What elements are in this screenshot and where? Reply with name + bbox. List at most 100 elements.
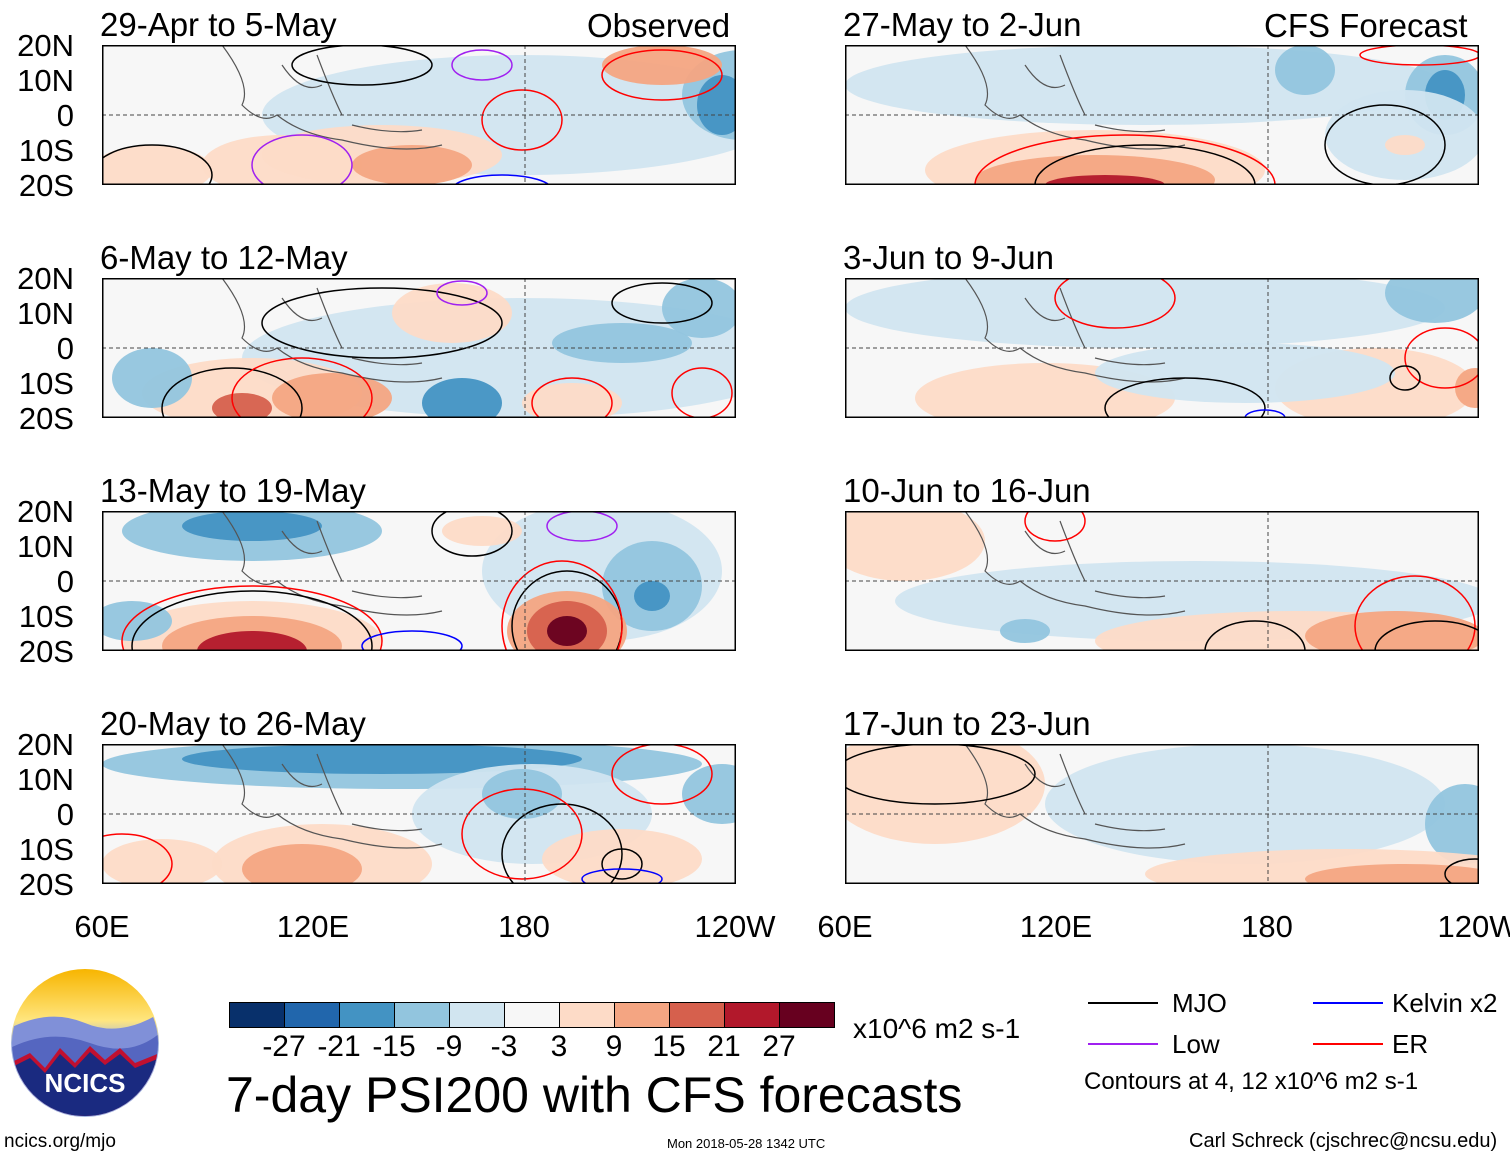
wave-contour [531,377,613,418]
field-shading [242,844,362,884]
wave-contour [1324,104,1446,185]
wave-contour [102,144,213,185]
map-panel [845,511,1479,651]
field-shading [422,378,502,418]
panel-title: 13-May to 19-May [100,472,366,509]
coastline [964,511,1186,616]
legend-mjo-line [1088,1002,1158,1004]
colorbar-swatch [395,1003,450,1027]
y-tick-label: 20S [18,168,74,203]
panel-frame [102,744,736,884]
field-shading [602,45,722,85]
field-shading [552,323,692,363]
map-panel [102,278,736,418]
figure-title: 7-day PSI200 with CFS forecasts [226,1067,963,1123]
colorbar-swatch [505,1003,560,1027]
coastline [221,744,443,849]
x-tick-label: 120E [1019,909,1093,944]
coastline [964,45,1186,150]
wave-contour [231,357,373,418]
panel-title: 6-May to 12-May [100,239,348,276]
y-tick-label: 10N [17,63,74,98]
wave-contour [1404,327,1479,389]
panel-title: 20-May to 26-May [100,705,366,742]
y-tick-label: 20S [18,867,74,902]
field-shading [845,511,985,581]
y-tick-label: 10S [18,133,74,168]
y-tick-label: 20N [17,28,74,63]
panel-frame [845,511,1479,651]
colorbar-tick-label: -27 [262,1030,306,1063]
field-shading [1455,368,1479,408]
map-panel [102,511,736,651]
y-tick-label: 0 [56,331,74,366]
x-tick-label: 60E [74,909,130,944]
svg-text:NCICS: NCICS [45,1068,126,1098]
wave-contour [1104,377,1266,418]
y-tick-label: 0 [56,98,74,133]
panel-title: 10-Jun to 16-Jun [843,472,1091,509]
wave-contour [131,590,373,651]
timestamp: Mon 2018-05-28 1342 UTC [667,1136,826,1151]
wave-contour [461,788,583,880]
panel-frame [845,45,1479,185]
legend-kelvin-line [1313,1002,1383,1004]
field-shading [522,383,622,418]
y-tick-label: 10N [17,529,74,564]
y-tick-label: 20N [17,494,74,529]
field-shading [845,744,1045,844]
wave-contour [161,367,303,418]
panel-title: 29-Apr to 5-May [100,6,337,43]
wave-contour [291,45,433,86]
colorbar [229,1002,835,1028]
x-tick-label: 120W [694,909,776,944]
panel-frame [845,278,1479,418]
panel-frame [102,278,736,418]
legend-kelvin: Kelvin x2 [1392,988,1498,1018]
panel-frame [845,744,1479,884]
y-tick-label: 10S [18,599,74,634]
field-shading [102,839,222,884]
map-panel [845,278,1479,418]
field-shading [1275,45,1335,95]
field-shading [182,511,322,541]
colorbar-tick-label: 21 [707,1030,741,1063]
field-shading [1325,90,1479,180]
field-shading [352,145,472,185]
wave-contour [251,134,353,185]
y-tick-label: 20N [17,727,74,762]
colorbar-swatch [615,1003,670,1027]
y-tick-label: 0 [56,797,74,832]
author: Carl Schreck (cjschrec@ncsu.edu) [1189,1130,1498,1152]
wave-contour [453,174,551,185]
colorbar-swatch [340,1003,395,1027]
coastline [964,744,1186,849]
x-tick-label: 180 [1241,909,1293,944]
site-link[interactable]: ncics.org/mjo [4,1131,116,1152]
wave-contour [1354,575,1476,651]
field-shading [1045,175,1165,185]
colorbar-tick-label: 15 [652,1030,686,1063]
field-shading [1000,619,1050,643]
wave-contour [501,803,623,884]
panel-title: 27-May to 2-Jun [843,6,1082,43]
legend-low: Low [1172,1029,1220,1059]
field-shading [442,516,522,546]
field-shading [662,278,736,338]
field-shading [845,278,1445,348]
colorbar-swatch [725,1003,780,1027]
wave-contour [1054,278,1176,329]
coastline [221,278,443,383]
y-tick-label: 10N [17,296,74,331]
wave-contour [601,49,723,101]
wave-contour [436,280,488,306]
y-tick-label: 20S [18,634,74,669]
wave-contour [1359,45,1479,66]
y-tick-label: 0 [56,564,74,599]
wave-contour [501,560,623,651]
field-shading [102,601,172,641]
field-shading [1425,784,1479,864]
y-tick-label: 10S [18,832,74,867]
forecast-label: CFS Forecast [1264,7,1468,44]
